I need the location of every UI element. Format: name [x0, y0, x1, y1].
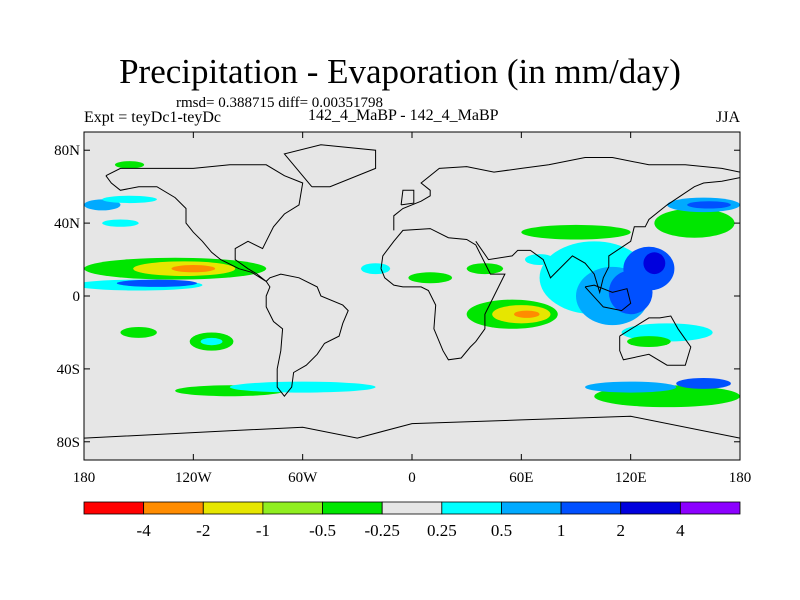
colorbar-label: 4: [676, 521, 685, 540]
precip-anomaly: [120, 326, 157, 338]
coastline: [393, 157, 740, 231]
coastline: [84, 415, 740, 439]
coastline: [400, 189, 415, 206]
y-tick-label: 80S: [57, 435, 80, 451]
y-tick-label: 40N: [54, 216, 80, 232]
x-tick-label: 120E: [615, 470, 647, 486]
precip-anomaly: [654, 208, 735, 238]
precip-anomaly: [408, 272, 453, 284]
x-tick-label: 60E: [509, 470, 533, 486]
colorbar-label: -4: [137, 521, 152, 540]
precip-anomaly: [229, 381, 376, 393]
precip-anomaly: [585, 381, 677, 393]
colorbar-swatch: [322, 501, 383, 515]
x-tick-label: 180: [729, 470, 752, 486]
coastline: [283, 144, 377, 188]
x-tick-label: 60W: [288, 470, 318, 486]
colorbar-label: -0.5: [309, 521, 336, 540]
precip-anomaly: [521, 224, 631, 240]
coastlines: [84, 144, 740, 439]
coastline: [584, 284, 632, 312]
precip-anomaly: [360, 263, 391, 275]
colorbar-swatch: [262, 501, 323, 515]
coastline: [105, 164, 349, 398]
colorbar-swatch: [143, 501, 204, 515]
coastline: [619, 315, 692, 366]
plot-title: Precipitation - Evaporation (in mm/day): [119, 52, 681, 91]
colorbar-swatch: [620, 501, 681, 515]
y-tick-label: 0: [73, 289, 81, 305]
case-label: 142_4_MaBP - 142_4_MaBP: [308, 107, 499, 124]
precip-anomaly: [627, 336, 671, 348]
precip-anomaly: [687, 201, 731, 209]
stats-text: rmsd= 0.388715 diff= 0.00351798: [176, 95, 384, 111]
colorbar-swatch: [83, 501, 145, 515]
axis-ticks: 180 120W 60W 0 60E 120E 180 80N 40N 0 40S 80S: [54, 132, 751, 486]
colorbar-label: -2: [196, 521, 210, 540]
y-tick-label: 80N: [54, 143, 80, 159]
coastline: [475, 177, 740, 295]
precip-anomaly: [102, 219, 139, 227]
colorbar-label: -0.25: [364, 521, 399, 540]
precip-anomaly: [114, 161, 145, 169]
precip-anomaly: [676, 378, 731, 389]
precip-anomaly: [514, 310, 540, 318]
precip-anomaly: [116, 279, 197, 287]
experiment-label: Expt = teyDc1-teyDc: [84, 109, 221, 126]
x-tick-label: 0: [408, 470, 416, 486]
colorbar-label: 0.5: [491, 521, 512, 540]
precip-anomaly: [200, 337, 223, 346]
colorbar-swatch: [441, 501, 502, 515]
precip-anomaly: [102, 195, 157, 204]
season-label: JJA: [716, 109, 741, 126]
precip-anomaly: [643, 252, 666, 275]
colorbar-label: 1: [557, 521, 566, 540]
colorbar-swatch: [381, 501, 443, 515]
colorbar: -4 -2 -1 -0.5 -0.25 0.25 0.5 1 2 4: [83, 501, 741, 540]
colorbar-label: 2: [616, 521, 625, 540]
x-tick-label: 180: [73, 470, 96, 486]
colorbar-label: 0.25: [427, 521, 457, 540]
precip-anomaly: [171, 265, 216, 273]
precip-anomaly: [524, 254, 555, 266]
colorbar-swatch: [202, 501, 264, 515]
x-tick-label: 120W: [175, 470, 213, 486]
colorbar-swatch: [679, 501, 741, 515]
coastline: [380, 228, 506, 361]
colorbar-label: -1: [256, 521, 270, 540]
precip-field: [84, 161, 740, 408]
precip-anomaly: [84, 199, 121, 211]
y-tick-label: 40S: [57, 362, 80, 378]
precip-anomaly: [466, 263, 504, 275]
colorbar-swatch: [560, 501, 622, 515]
colorbar-swatch: [501, 501, 562, 515]
